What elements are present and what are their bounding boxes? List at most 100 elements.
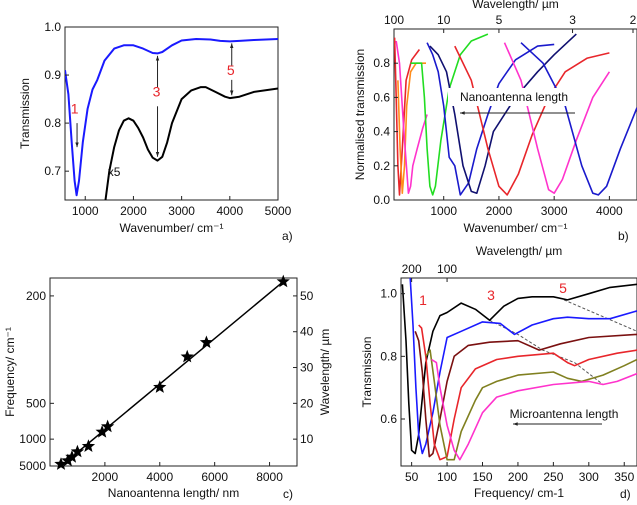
- panel-b-xtick-label: 4000: [596, 204, 623, 218]
- panel-a-arrow-3-up-head: [155, 55, 160, 61]
- panel-c-star-point: [61, 453, 75, 467]
- panel-c-ylabel: Frequency/ cm⁻¹: [3, 327, 17, 417]
- panel-d-xtick-label: 150: [472, 470, 492, 484]
- panel-d-series-1: [409, 278, 637, 455]
- panel-d-toptick-label: 200: [402, 262, 422, 276]
- panel-b-series-8: [520, 42, 637, 196]
- panel-a-annot-5: 5: [227, 62, 235, 78]
- panel-c-frame: [49, 277, 298, 467]
- panel-d-annot-3: 3: [487, 287, 495, 303]
- panel-d-annot: Microantenna length: [510, 407, 619, 421]
- panel-c-fit-line: [60, 281, 284, 467]
- panel-c-star-point: [199, 335, 214, 349]
- panel-d-top-xlabel: Wavelength/ µm: [476, 244, 563, 258]
- panel-a-annot-x5: x5: [108, 165, 121, 179]
- panel-c-star-point: [153, 380, 167, 393]
- panel-c-star-point: [276, 274, 290, 288]
- panel-c-y2tick-label: 20: [300, 396, 314, 410]
- panel-c-star-point: [70, 444, 85, 458]
- panel-b-xtick-label: 2000: [486, 204, 513, 218]
- panel-d-ytick-label: 0.8: [380, 349, 397, 363]
- panel-c-star-point: [101, 419, 115, 433]
- panel-b-toptick-label: 100: [384, 13, 404, 27]
- panel-b-series-4: [426, 42, 555, 196]
- panel-a-arrow-5-up-head: [230, 43, 234, 49]
- panel-c-star-point: [54, 457, 68, 470]
- panel-d-xtick-label: 50: [405, 470, 419, 484]
- panel-b-top-xlabel: Wavelength/ µm: [472, 0, 559, 11]
- panel-d-series-4: [425, 349, 637, 461]
- panel-d-annot-5: 5: [559, 280, 567, 296]
- panel-b-label: b): [618, 229, 629, 243]
- panel-d-frame: [400, 277, 637, 467]
- panel-a-xtick-label: 2000: [120, 204, 147, 218]
- panel-a-series-0: [65, 38, 278, 197]
- panel-c-xtick-label: 2000: [92, 470, 119, 484]
- panel-c-xtick-label: 6000: [201, 470, 228, 484]
- panel-a-label: a): [282, 229, 293, 243]
- panel-b-toptick-label: 2: [630, 13, 637, 27]
- panel-b-xtick-label: 3000: [541, 204, 568, 218]
- panel-b-series-1: [397, 62, 426, 194]
- panel-b-toptick-label: 3: [569, 13, 576, 27]
- panel-c-ytick-label: 1000: [19, 432, 46, 446]
- panel-a-ytick-label: 0.8: [44, 116, 61, 130]
- panel-b-xlabel: Wavenumber/ cm⁻¹: [464, 221, 568, 235]
- panel-b-series-2: [395, 40, 428, 194]
- panel-a-xtick-label: 5000: [265, 204, 292, 218]
- panel-b-ytick-label: 0.6: [373, 90, 390, 104]
- panel-c-star-point: [65, 450, 79, 463]
- panel-c-y2tick-label: 30: [300, 361, 314, 375]
- panel-b-ytick-label: 0.2: [373, 159, 390, 173]
- panel-d-ytick-label: 0.6: [380, 412, 397, 426]
- panel-d-annot-1: 1: [419, 292, 427, 308]
- panel-d-ytick-label: 1.0: [380, 287, 397, 301]
- panel-b-toptick-label: 10: [437, 13, 451, 27]
- panel-b-annot-bg: [448, 88, 580, 106]
- panel-c-ytick-label: 500: [26, 396, 46, 410]
- panel-a-xlabel: Wavenumber/ cm⁻¹: [120, 221, 224, 235]
- panel-c-star-point: [95, 425, 109, 438]
- panel-c-xtick-label: 8000: [256, 470, 283, 484]
- panel-b-ytick-label: 0.8: [373, 56, 390, 70]
- panel-c-y2tick-label: 10: [300, 432, 314, 446]
- panel-c-label: c): [283, 487, 293, 501]
- panel-d-series-5: [431, 358, 637, 461]
- panel-a-frame: [64, 26, 279, 201]
- panel-a-ytick-label: 0.7: [44, 164, 61, 178]
- panel-a-arrow-5-down-head: [230, 90, 234, 96]
- panel-c-star-point: [180, 349, 194, 363]
- panel-c-xlabel: Nanoantenna length/ nm: [108, 486, 239, 500]
- panel-a-annot-3: 3: [153, 84, 161, 100]
- panel-d-ylabel: Transmission: [360, 337, 374, 408]
- panel-a-annot-1: 1: [71, 101, 79, 117]
- panel-d-xlabel: Frequency/ cm-1: [474, 486, 564, 500]
- panel-a-xtick-label: 4000: [216, 204, 243, 218]
- panel-b-series-6: [454, 45, 610, 196]
- panel-b-series-3: [410, 33, 489, 196]
- panel-d-series-0: [401, 283, 637, 455]
- panel-c-y2tick-label: 50: [300, 289, 314, 303]
- panel-d-dashed-guide-0: [489, 319, 604, 385]
- panel-a-ylabel: Transmission: [18, 78, 32, 149]
- panel-d-toptick-label: 100: [437, 262, 457, 276]
- panel-b-toptick-label: 5: [496, 13, 503, 27]
- panel-c-xtick-label: 4000: [146, 470, 173, 484]
- panel-c-ytick-label: 200: [26, 289, 46, 303]
- panel-b-arrow-head: [460, 111, 465, 115]
- panel-d-xtick-label: 300: [579, 470, 599, 484]
- panel-b-ytick-label: 0.0: [373, 193, 390, 207]
- panel-d-xtick-label: 200: [508, 470, 528, 484]
- panel-b-annot: Nanoantenna length: [460, 90, 568, 104]
- panel-d-series-3: [418, 324, 637, 461]
- panel-b-series-5: [429, 33, 577, 194]
- panel-d-xtick-label: 350: [614, 470, 634, 484]
- panel-a-series-1: [104, 86, 278, 200]
- panel-a-arrow-3-down-head: [155, 152, 160, 157]
- panel-a-ytick-label: 1.0: [44, 20, 61, 34]
- panel-d-xtick-label: 100: [437, 470, 457, 484]
- panel-c-star-point: [81, 439, 96, 452]
- panel-d-series-2: [414, 331, 637, 458]
- panel-a-xtick-label: 1000: [72, 204, 99, 218]
